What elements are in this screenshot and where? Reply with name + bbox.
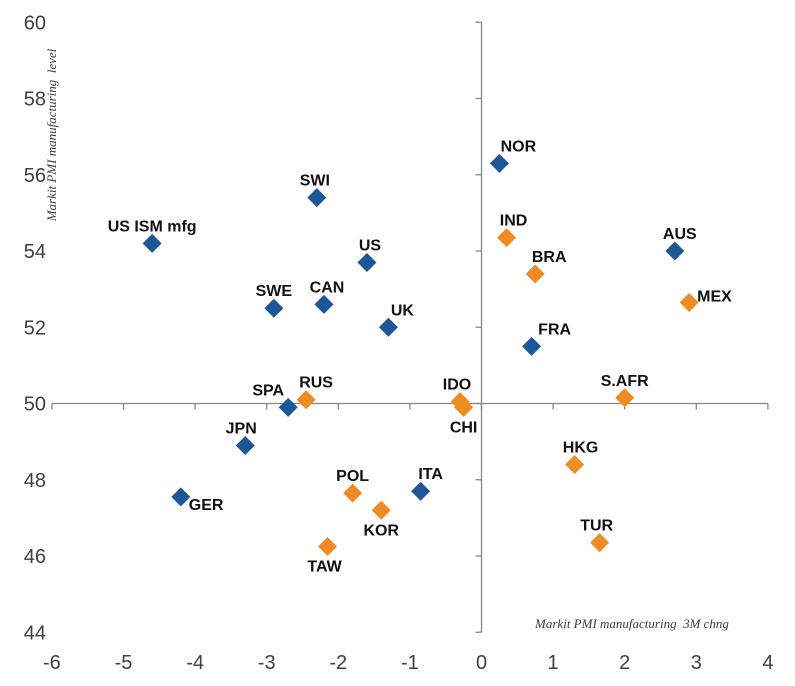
point-label-RUS: RUS — [299, 375, 333, 392]
point-label-TAW: TAW — [307, 558, 342, 575]
data-point-RUS — [296, 390, 316, 410]
data-point-HKG — [565, 455, 585, 474]
x-axis-title: Markit PMI manufacturing 3M chng — [534, 616, 729, 631]
point-label-US: US — [359, 237, 382, 254]
data-point-FRA — [522, 336, 542, 356]
data-point-UK — [378, 317, 398, 337]
point-label-US ISM mfg: US ISM mfg — [108, 218, 197, 235]
x-tick-label: 1 — [548, 652, 559, 674]
data-point-MEX — [679, 292, 699, 312]
data-point-JPN — [235, 435, 255, 455]
data-point-TUR — [590, 533, 610, 553]
y-tick-label: 58 — [24, 89, 46, 111]
data-point-KOR — [371, 500, 391, 520]
point-label-MEX: MEX — [697, 288, 732, 305]
data-point-S.AFR — [615, 388, 635, 408]
data-point-NOR — [489, 153, 509, 173]
data-point-SWE — [264, 298, 284, 318]
point-label-NOR: NOR — [501, 138, 537, 155]
point-label-TUR: TUR — [580, 518, 613, 535]
x-tick-label: -5 — [115, 652, 133, 674]
data-point-BRA — [525, 264, 545, 284]
x-tick-label: -1 — [401, 652, 419, 674]
point-label-IND: IND — [500, 213, 528, 230]
data-point-AUS — [665, 241, 685, 261]
point-label-AUS: AUS — [663, 226, 697, 243]
point-label-HKG: HKG — [563, 440, 599, 457]
point-label-ITA: ITA — [418, 466, 443, 483]
point-label-SPA: SPA — [252, 382, 284, 399]
data-point-CAN — [314, 294, 334, 314]
x-tick-label: 3 — [691, 652, 702, 674]
y-tick-label: 46 — [24, 546, 46, 568]
point-label-GER: GER — [189, 497, 224, 514]
x-tick-label: -6 — [43, 652, 61, 674]
point-label-JPN: JPN — [226, 420, 257, 437]
y-tick-label: 60 — [24, 12, 46, 34]
data-point-CHI — [454, 397, 474, 417]
point-label-S.AFR: S.AFR — [601, 373, 649, 390]
y-tick-label: 54 — [24, 241, 46, 263]
x-tick-label: -2 — [329, 652, 347, 674]
data-point-SWI — [307, 188, 327, 208]
point-label-CHI: CHI — [450, 419, 478, 436]
x-tick-label: 4 — [762, 652, 773, 674]
point-label-BRA: BRA — [532, 249, 567, 266]
data-point-GER — [171, 487, 191, 507]
y-tick-label: 44 — [24, 622, 46, 644]
data-point-ITA — [411, 481, 431, 501]
data-point-US ISM mfg — [142, 233, 162, 253]
y-tick-label: 52 — [24, 317, 46, 339]
point-label-POL: POL — [336, 468, 369, 485]
x-tick-label: -4 — [186, 652, 204, 674]
data-point-TAW — [318, 536, 338, 556]
point-label-SWE: SWE — [256, 283, 293, 300]
data-point-IND — [497, 228, 517, 248]
point-label-IDO: IDO — [443, 377, 471, 394]
data-point-SPA — [278, 397, 298, 417]
y-tick-label: 50 — [24, 394, 46, 416]
data-point-POL — [343, 483, 363, 503]
y-tick-label: 56 — [24, 165, 46, 187]
point-label-FRA: FRA — [538, 321, 571, 338]
point-label-CAN: CAN — [310, 279, 345, 296]
x-tick-label: -3 — [258, 652, 276, 674]
point-label-KOR: KOR — [363, 522, 399, 539]
y-tick-label: 48 — [24, 470, 46, 492]
data-point-US — [357, 252, 377, 272]
x-tick-label: 2 — [619, 652, 630, 674]
point-label-SWI: SWI — [300, 173, 330, 190]
y-axis-title: Markit PMI manufacturing level — [44, 48, 59, 222]
point-label-UK: UK — [391, 302, 415, 319]
x-tick-label: 0 — [476, 652, 487, 674]
